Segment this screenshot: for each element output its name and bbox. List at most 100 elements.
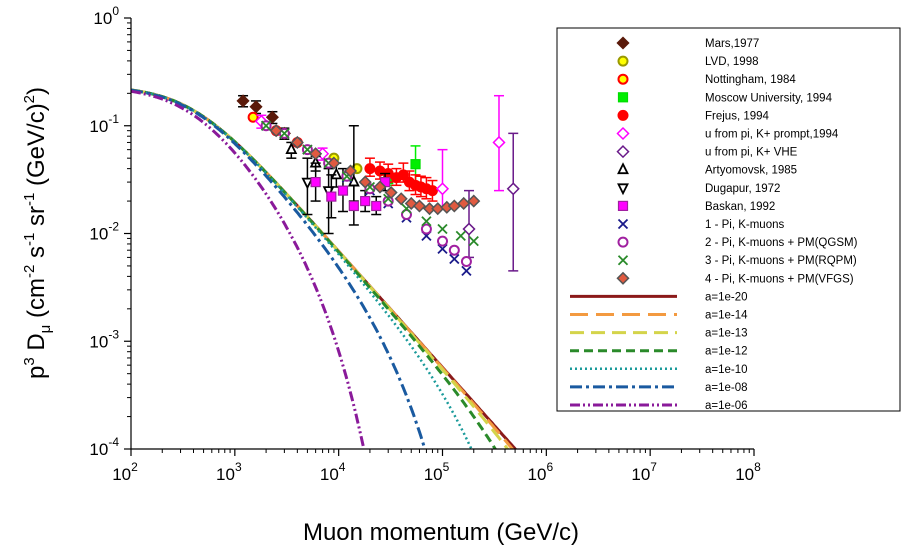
data-point — [421, 216, 432, 227]
data-point — [449, 253, 460, 265]
data-point — [327, 156, 341, 170]
y-tick-label: 10-4 — [89, 435, 119, 459]
data-point — [360, 195, 371, 207]
legend-marker — [617, 200, 629, 211]
data-point — [337, 185, 349, 196]
legend-marker — [616, 126, 630, 141]
legend-item: 4 - Pi, K-muons + PM(VFGS) — [616, 271, 854, 285]
x-tick-label: 104 — [320, 460, 346, 484]
data-points — [236, 94, 520, 277]
legend-item: Moscow University, 1994 — [617, 92, 833, 104]
curve-a-1e-06 — [131, 89, 366, 449]
legend-item: a=1e-14 — [570, 310, 748, 322]
legend-marker — [617, 73, 629, 85]
data-point — [269, 124, 283, 138]
data-point — [310, 176, 321, 188]
legend-item: a=1e-12 — [570, 346, 748, 358]
data-point — [236, 94, 250, 108]
legend-marker — [617, 55, 629, 67]
legend-label: 2 - Pi, K-muons + PM(QGSM) — [705, 237, 858, 249]
legend-item: Dugapur, 1972 — [617, 183, 780, 196]
data-point — [285, 142, 298, 155]
legend-label: Mars,1977 — [705, 38, 759, 50]
data-point — [457, 196, 471, 211]
legend-item: a=1e-06 — [570, 400, 748, 412]
legend-marker — [617, 183, 629, 196]
data-point — [330, 167, 343, 180]
data-point — [461, 265, 472, 277]
data-point — [426, 185, 438, 197]
x-tick-label: 108 — [735, 460, 761, 484]
y-tick-label: 10-1 — [89, 112, 119, 136]
data-point — [400, 209, 412, 221]
legend-label: a=1e-06 — [705, 400, 748, 412]
data-point — [462, 222, 476, 236]
legend-label: Frejus, 1994 — [705, 110, 770, 122]
y-tick-label: 10-3 — [89, 327, 119, 351]
legend-marker — [617, 255, 629, 266]
legend-marker — [617, 218, 629, 230]
x-tick-label: 105 — [424, 460, 450, 484]
legend-marker — [617, 236, 629, 248]
legend-item: 3 - Pi, K-muons + PM(RQPM) — [617, 255, 857, 267]
legend-marker — [616, 36, 630, 50]
data-point — [492, 135, 506, 150]
legend-item: a=1e-08 — [570, 382, 748, 394]
legend-item: Mars,1977 — [616, 36, 759, 50]
data-point — [397, 169, 409, 181]
legend: Mars,1977 LVD, 1998 Nottingham, 1984 Moscow… — [556, 27, 901, 412]
legend-marker — [617, 109, 629, 121]
y-tick-label: 10-2 — [89, 220, 119, 244]
legend-item: u from pi, K+ VHE — [616, 145, 798, 159]
legend-label: a=1e-14 — [705, 310, 748, 322]
data-point — [260, 120, 272, 131]
data-point — [265, 110, 279, 124]
curve-a-1e-13 — [131, 88, 510, 449]
data-point — [384, 185, 398, 200]
axis-labels: Muon momentum (GeV/c) p3 Dμ (cm-2 s-1 sr… — [21, 87, 579, 546]
data-point — [382, 195, 394, 207]
data-point — [364, 183, 376, 195]
legend-item: Artyomovsk, 1985 — [617, 162, 797, 177]
legend-box — [556, 27, 901, 412]
legend-item: 2 - Pi, K-muons + PM(QGSM) — [617, 236, 858, 249]
legend-item: u from pi, K+ prompt,1994 — [616, 126, 839, 141]
x-tick-label: 102 — [112, 460, 138, 484]
y-axis-label: p3 Dμ (cm-2 s-1 sr-1 (GeV/c)2) — [21, 87, 54, 379]
legend-item: a=1e-20 — [570, 291, 748, 303]
data-point — [437, 223, 448, 235]
legend-label: Artyomovsk, 1985 — [705, 165, 797, 177]
legend-label: LVD, 1998 — [705, 56, 759, 68]
legend-label: 3 - Pi, K-muons + PM(RQPM) — [705, 255, 857, 267]
legend-item: LVD, 1998 — [617, 55, 759, 68]
legend-label: 4 - Pi, K-muons + PM(VFGS) — [705, 273, 854, 285]
legend-label: a=1e-12 — [705, 346, 748, 358]
data-point — [371, 200, 382, 212]
data-point — [394, 192, 408, 206]
data-point — [420, 223, 432, 235]
legend-item: Nottingham, 1984 — [617, 73, 796, 86]
data-point — [301, 177, 314, 190]
axes: 102 103 104 105 106 107 108 100 10-1 10-2 10-3 10-4 — [89, 4, 761, 484]
data-point — [249, 100, 263, 114]
data-point — [309, 147, 323, 161]
legend-item: a=1e-10 — [570, 364, 748, 376]
series-4-pi-k-muons-pm-vfgs- — [269, 124, 481, 216]
legend-label: a=1e-13 — [705, 328, 748, 340]
legend-label: a=1e-10 — [705, 364, 748, 376]
data-point — [410, 159, 421, 170]
legend-label: 1 - Pi, K-muons — [705, 219, 784, 231]
y-tick-label: 100 — [93, 4, 119, 28]
x-axis-label: Muon momentum (GeV/c) — [303, 519, 579, 546]
legend-label: u from pi, K+ VHE — [705, 147, 798, 159]
legend-label: u from pi, K+ prompt,1994 — [705, 129, 839, 141]
svg-text:p3 Dμ (cm-2 s-1 sr-1 (GeV/c)2): p3 Dμ (cm-2 s-1 sr-1 (GeV/c)2) — [21, 87, 54, 379]
legend-label: Nottingham, 1984 — [705, 74, 796, 86]
legend-marker — [617, 162, 629, 175]
x-tick-label: 103 — [216, 460, 242, 484]
legend-marker — [616, 145, 630, 159]
data-point — [506, 182, 520, 196]
legend-marker — [617, 92, 629, 103]
data-point — [373, 180, 387, 194]
